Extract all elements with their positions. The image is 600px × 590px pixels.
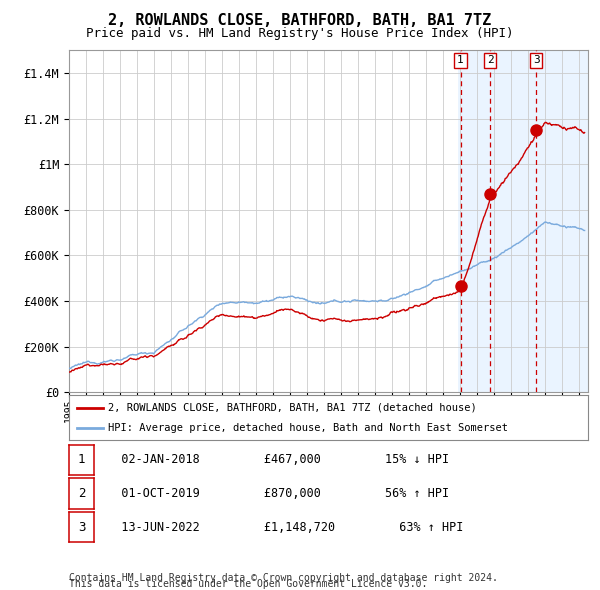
Text: HPI: Average price, detached house, Bath and North East Somerset: HPI: Average price, detached house, Bath… (108, 424, 508, 434)
Text: 3: 3 (533, 55, 539, 65)
Text: 13-JUN-2022         £1,148,720         63% ↑ HPI: 13-JUN-2022 £1,148,720 63% ↑ HPI (100, 520, 464, 534)
Text: 1: 1 (78, 453, 85, 467)
Text: 2, ROWLANDS CLOSE, BATHFORD, BATH, BA1 7TZ (detached house): 2, ROWLANDS CLOSE, BATHFORD, BATH, BA1 7… (108, 403, 476, 412)
Text: 02-JAN-2018         £467,000         15% ↓ HPI: 02-JAN-2018 £467,000 15% ↓ HPI (100, 453, 449, 467)
Text: 2, ROWLANDS CLOSE, BATHFORD, BATH, BA1 7TZ: 2, ROWLANDS CLOSE, BATHFORD, BATH, BA1 7… (109, 13, 491, 28)
Text: 2: 2 (78, 487, 85, 500)
Text: 2: 2 (487, 55, 494, 65)
Text: 1: 1 (457, 55, 464, 65)
Text: Price paid vs. HM Land Registry's House Price Index (HPI): Price paid vs. HM Land Registry's House … (86, 27, 514, 40)
Text: This data is licensed under the Open Government Licence v3.0.: This data is licensed under the Open Gov… (69, 579, 427, 589)
Text: 01-OCT-2019         £870,000         56% ↑ HPI: 01-OCT-2019 £870,000 56% ↑ HPI (100, 487, 449, 500)
Text: Contains HM Land Registry data © Crown copyright and database right 2024.: Contains HM Land Registry data © Crown c… (69, 573, 498, 583)
Bar (458, 50, 588, 392)
Text: 3: 3 (78, 520, 85, 534)
